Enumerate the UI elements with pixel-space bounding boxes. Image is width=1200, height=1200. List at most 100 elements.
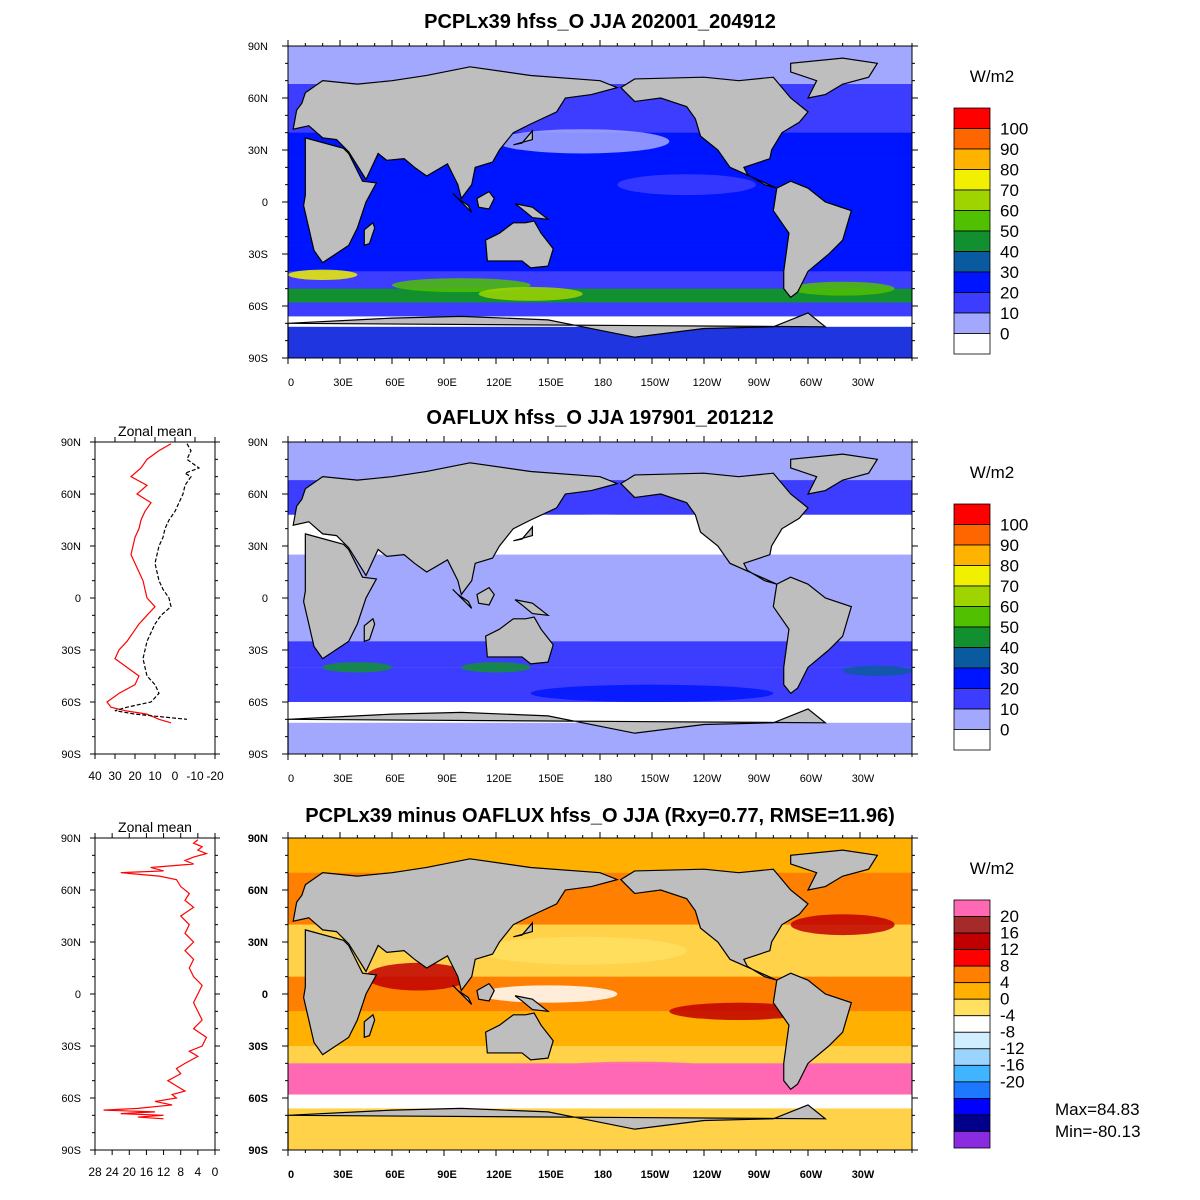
colorbar-tick-label: 80 [1000,557,1019,576]
panel-title: OAFLUX hfss_O JJA 197901_201212 [426,407,773,429]
colorbar-tick-label: -16 [1000,1056,1025,1075]
lon-label: 180 [594,1169,612,1181]
lon-label: 0 [288,1169,294,1181]
continent-borneo [476,586,495,606]
zonal-mean-panel-2: Zonal mean 90N 60N 30N 0 30S 60S 90S 28 24 20 16 12 8… [61,819,220,1179]
zonal-x-label: 24 [105,1165,119,1179]
colorbar-swatch-9 [953,271,991,293]
colorbar-swatch-7 [953,230,991,252]
colorbar-unit-label: W/m2 [970,67,1014,86]
zonal-lat-label: 60S [61,1093,81,1105]
lat-label: 30N [248,541,268,553]
continent-japan [513,921,534,938]
lat-label: 90N [248,437,268,449]
zonal-series-1 [103,839,209,1120]
zonal-x-label: 28 [88,1165,102,1179]
zonal-series-2 [114,443,201,720]
zonal-x-label: 20 [128,769,142,783]
lat-label: 60N [248,885,268,897]
colorbar-swatch-3 [953,544,991,566]
continent-namerica [619,76,809,189]
zonal-lat-label: 30S [61,645,81,657]
colorbar-tick-label: 0 [1000,990,1009,1009]
field-anomaly-5 [530,684,774,702]
lon-label: 60W [800,377,823,389]
colorbar-swatch-8 [953,1015,991,1033]
continent-antarctica [287,312,828,338]
field-anomaly-3 [842,665,912,676]
colorbar-unit-label: W/m2 [970,859,1014,878]
zonal-x-label: 40 [88,769,102,783]
field-anomaly-4 [530,1061,739,1083]
colorbar-tick-label: 10 [1000,700,1019,719]
lat-label: 30S [248,249,268,261]
colorbar-tick-label: 10 [1000,304,1019,323]
lat-label: 30S [248,1041,268,1053]
colorbar-tick-label: 30 [1000,263,1019,282]
continent-namerica [619,868,809,981]
field-band-8 [288,302,912,317]
colorbar-tick-label: 20 [1000,284,1019,303]
colorbar-tick-label: 60 [1000,202,1019,221]
field-anomaly-1 [366,962,470,991]
map-panel-3: 90N 60N 30N 0 30S 60S 90S 0 30E 60E 90E 120E 150E 180… [248,805,1141,1181]
field-anomaly-3 [669,1002,809,1020]
zonal-lat-label: 60S [61,697,81,709]
zonal-lat-label: 30S [61,1041,81,1053]
lon-label: 30W [852,1169,875,1181]
colorbar-tick-label: 0 [1000,721,1009,740]
zonal-lat-label: 30N [61,541,81,553]
map-panel-2: 90N 60N 30N 0 30S 60S 90S 0 30E 60E 90E 120E 150E 180… [248,407,1029,785]
field-anomaly-2 [478,286,583,301]
continent-borneo [476,982,495,1002]
zonal-title: Zonal mean [118,423,192,439]
colorbar-tick-label: 100 [1000,120,1028,139]
colorbar-swatch-10 [953,1048,991,1066]
zonal-x-label: 20 [123,1165,137,1179]
field-anomaly-4 [478,514,722,543]
colorbar-swatch-8 [953,251,991,273]
zonal-lat-label: 90N [61,437,81,449]
lon-label: 150W [641,377,670,389]
lon-label: 30E [333,1169,353,1181]
colorbar-swatch-2 [953,916,991,934]
colorbar-tick-label: 70 [1000,181,1019,200]
field-anomaly-1 [392,278,531,293]
zonal-x-label: -10 [186,769,204,783]
colorbar-tick-label: 20 [1000,907,1019,926]
lat-label: 60N [248,489,268,501]
colorbar-swatch-11 [953,708,991,730]
lon-label: 180 [594,773,612,785]
colorbar-swatch-12 [953,1081,991,1099]
continent-samerica [772,576,853,695]
lat-label: 30N [248,145,268,157]
continent-antarctica [287,1104,828,1130]
colorbar-tick-label: 20 [1000,680,1019,699]
colorbar-swatch-12 [953,729,991,751]
zonal-series-1 [106,443,172,724]
continent-japan [513,129,534,146]
field-anomaly-2 [478,985,618,1003]
colorbar-tick-label: 30 [1000,659,1019,678]
lat-label: 90S [248,749,268,761]
colorbar-tick-label: 8 [1000,957,1009,976]
colorbar-tick-label: 12 [1000,940,1019,959]
lon-label: 150E [538,377,564,389]
continent-australia [484,1012,554,1061]
continent-sumatra [452,588,473,609]
zonal-x-label: 0 [212,1165,219,1179]
field-anomaly-7 [496,129,670,154]
continent-eurasia-3 [292,462,620,596]
lon-label: 30E [333,773,353,785]
colorbar-tick-label: 50 [1000,222,1019,241]
zonal-mean-panel-1: Zonal mean 90N 60N 30N 0 30S 60S 90S 40 30 20 10 0 -1… [61,423,224,783]
colorbar-swatch-11 [953,312,991,334]
colorbar-swatch-14 [953,1114,991,1132]
continent-antarctica [287,708,828,734]
colorbar-tick-label: 70 [1000,577,1019,596]
colorbar-tick-label: 60 [1000,598,1019,617]
lat-label: 60S [248,697,268,709]
continent-eurasia-3 [292,66,620,200]
continent-eurasia-3 [292,858,620,992]
